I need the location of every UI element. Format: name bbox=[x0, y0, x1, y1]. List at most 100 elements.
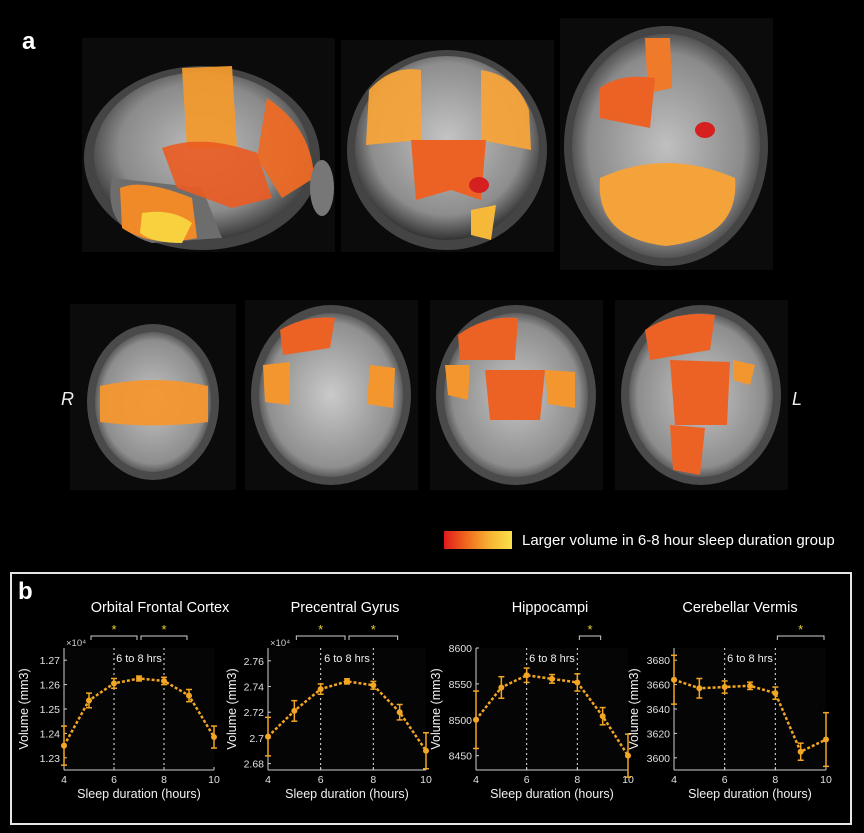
x-tick-label: 10 bbox=[208, 774, 220, 786]
significance-mark-1: * bbox=[318, 622, 323, 637]
y-axis-label: Volume (mm3) bbox=[17, 668, 31, 749]
data-point bbox=[423, 747, 429, 754]
data-point bbox=[473, 716, 479, 723]
data-point bbox=[86, 697, 92, 704]
significance-bracket-2 bbox=[348, 635, 399, 640]
x-tick-label: 6 bbox=[111, 774, 117, 786]
data-point bbox=[574, 679, 581, 686]
y-tick-label: 1.27 bbox=[40, 655, 61, 667]
significance-bracket-1 bbox=[578, 635, 602, 640]
data-point bbox=[747, 682, 753, 689]
x-axis-label: Sleep duration (hours) bbox=[490, 787, 614, 801]
axial-slice-4-image bbox=[615, 300, 788, 490]
plot-area bbox=[476, 648, 628, 770]
x-tick-label: 4 bbox=[473, 774, 479, 786]
data-point bbox=[797, 748, 804, 755]
y-axis-label: Volume (mm3) bbox=[628, 668, 641, 749]
x-tick-label: 10 bbox=[622, 774, 634, 786]
data-point bbox=[671, 676, 677, 683]
y-tick-label: 2.74 bbox=[244, 682, 265, 694]
y-tick-label: 1.23 bbox=[40, 753, 61, 765]
chart-4-title: Cerebellar Vermis bbox=[682, 600, 798, 616]
y-tick-label: 2.7 bbox=[249, 733, 264, 745]
y-tick-label: 2.68 bbox=[244, 759, 265, 771]
data-point bbox=[186, 692, 192, 699]
left-hemisphere-label: L bbox=[792, 389, 803, 409]
data-point bbox=[696, 685, 703, 692]
y-tick-label: 8450 bbox=[449, 751, 473, 763]
y-tick-label: 1.24 bbox=[40, 728, 61, 740]
chart-orbital-frontal-cortex: 6 to 8 hrs * * 1.23 1.24 1.25 1.26 1.27 4 6 8 10 ×10… bbox=[17, 622, 220, 801]
x-tick-label: 8 bbox=[370, 774, 376, 786]
plot-area bbox=[268, 648, 426, 770]
range-label: 6 to 8 hrs bbox=[324, 653, 370, 665]
axial-slice-1-image bbox=[70, 304, 236, 490]
x-tick-label: 4 bbox=[61, 774, 67, 786]
panel-b-letter: b bbox=[18, 578, 33, 605]
x-tick-label: 6 bbox=[722, 774, 728, 786]
axial-slice-2-image bbox=[245, 300, 418, 490]
x-tick-label: 8 bbox=[161, 774, 167, 786]
data-point bbox=[291, 707, 298, 714]
y-exponent-label: ×10⁴ bbox=[66, 638, 86, 649]
chart-3-title: Hippocampi bbox=[511, 600, 589, 616]
y-tick-label: 3680 bbox=[647, 655, 671, 667]
significance-mark-1: * bbox=[798, 622, 803, 637]
x-axis-label: Sleep duration (hours) bbox=[77, 787, 201, 801]
coronal-brain-image bbox=[341, 40, 554, 252]
data-point bbox=[136, 675, 142, 682]
axial-slice-3-image bbox=[430, 300, 603, 490]
significance-bracket-1 bbox=[776, 635, 825, 640]
data-point bbox=[823, 736, 829, 743]
y-tick-label: 8550 bbox=[449, 679, 473, 691]
data-point bbox=[317, 686, 324, 693]
y-tick-label: 3620 bbox=[647, 728, 671, 740]
data-point bbox=[211, 734, 217, 741]
range-label: 6 to 8 hrs bbox=[727, 653, 773, 665]
data-point bbox=[111, 680, 117, 687]
y-axis-label: Volume (mm3) bbox=[226, 668, 239, 749]
y-tick-label: 2.76 bbox=[244, 656, 265, 668]
chart-hippocampi: 6 to 8 hrs * 8450 8500 8550 8600 4 6 8 10 Sleep du… bbox=[429, 622, 634, 801]
significance-bracket-1 bbox=[90, 635, 138, 640]
range-label: 6 to 8 hrs bbox=[116, 653, 162, 665]
right-hemisphere-label: R bbox=[61, 389, 74, 409]
data-point bbox=[498, 684, 505, 691]
y-axis-label: Volume (mm3) bbox=[429, 668, 443, 749]
x-axis-label: Sleep duration (hours) bbox=[688, 787, 812, 801]
chart-cerebellar-vermis: 6 to 8 hrs * 3600 3620 3640 3660 3680 4 6 8 10 Slee… bbox=[628, 622, 832, 801]
y-exponent-label: ×10⁴ bbox=[270, 638, 290, 649]
axial-brain-image-top bbox=[560, 18, 773, 270]
x-tick-label: 10 bbox=[420, 774, 432, 786]
significance-mark-2: * bbox=[371, 622, 376, 637]
data-point bbox=[721, 684, 728, 691]
panel-a-letter: a bbox=[22, 28, 36, 55]
data-point bbox=[549, 675, 555, 682]
y-tick-label: 8500 bbox=[449, 715, 473, 727]
data-point bbox=[523, 672, 530, 679]
y-tick-label: 1.26 bbox=[40, 680, 61, 692]
legend-color-bar bbox=[444, 531, 512, 549]
significance-mark-1: * bbox=[587, 622, 592, 637]
data-point bbox=[161, 677, 167, 684]
color-legend: Larger volume in 6-8 hour sleep duration… bbox=[444, 531, 835, 549]
y-tick-label: 2.72 bbox=[244, 707, 265, 719]
significance-mark-2: * bbox=[161, 622, 166, 637]
x-tick-label: 4 bbox=[265, 774, 271, 786]
significance-bracket-1 bbox=[295, 635, 346, 640]
chart-precentral-gyrus: 6 to 8 hrs * * 2.68 2.7 2.72 2.74 2.76 4 6 8 10 ×10⁴… bbox=[226, 622, 432, 801]
y-tick-label: 3660 bbox=[647, 680, 671, 692]
x-tick-label: 6 bbox=[524, 774, 530, 786]
data-point bbox=[370, 682, 377, 689]
legend-text: Larger volume in 6-8 hour sleep duration… bbox=[522, 531, 835, 549]
y-tick-label: 3640 bbox=[647, 704, 671, 716]
data-point bbox=[625, 752, 631, 759]
chart-2-title: Precentral Gyrus bbox=[290, 600, 400, 616]
y-tick-label: 8600 bbox=[449, 643, 473, 655]
x-tick-label: 10 bbox=[820, 774, 832, 786]
sagittal-brain-image bbox=[82, 38, 335, 252]
data-point bbox=[599, 713, 606, 720]
significance-mark-1: * bbox=[111, 622, 116, 637]
x-tick-label: 6 bbox=[318, 774, 324, 786]
y-tick-label: 1.25 bbox=[40, 704, 61, 716]
